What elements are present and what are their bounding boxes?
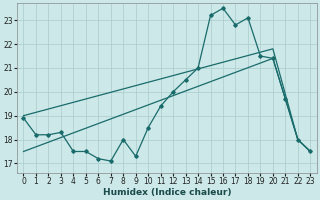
X-axis label: Humidex (Indice chaleur): Humidex (Indice chaleur) xyxy=(103,188,231,197)
